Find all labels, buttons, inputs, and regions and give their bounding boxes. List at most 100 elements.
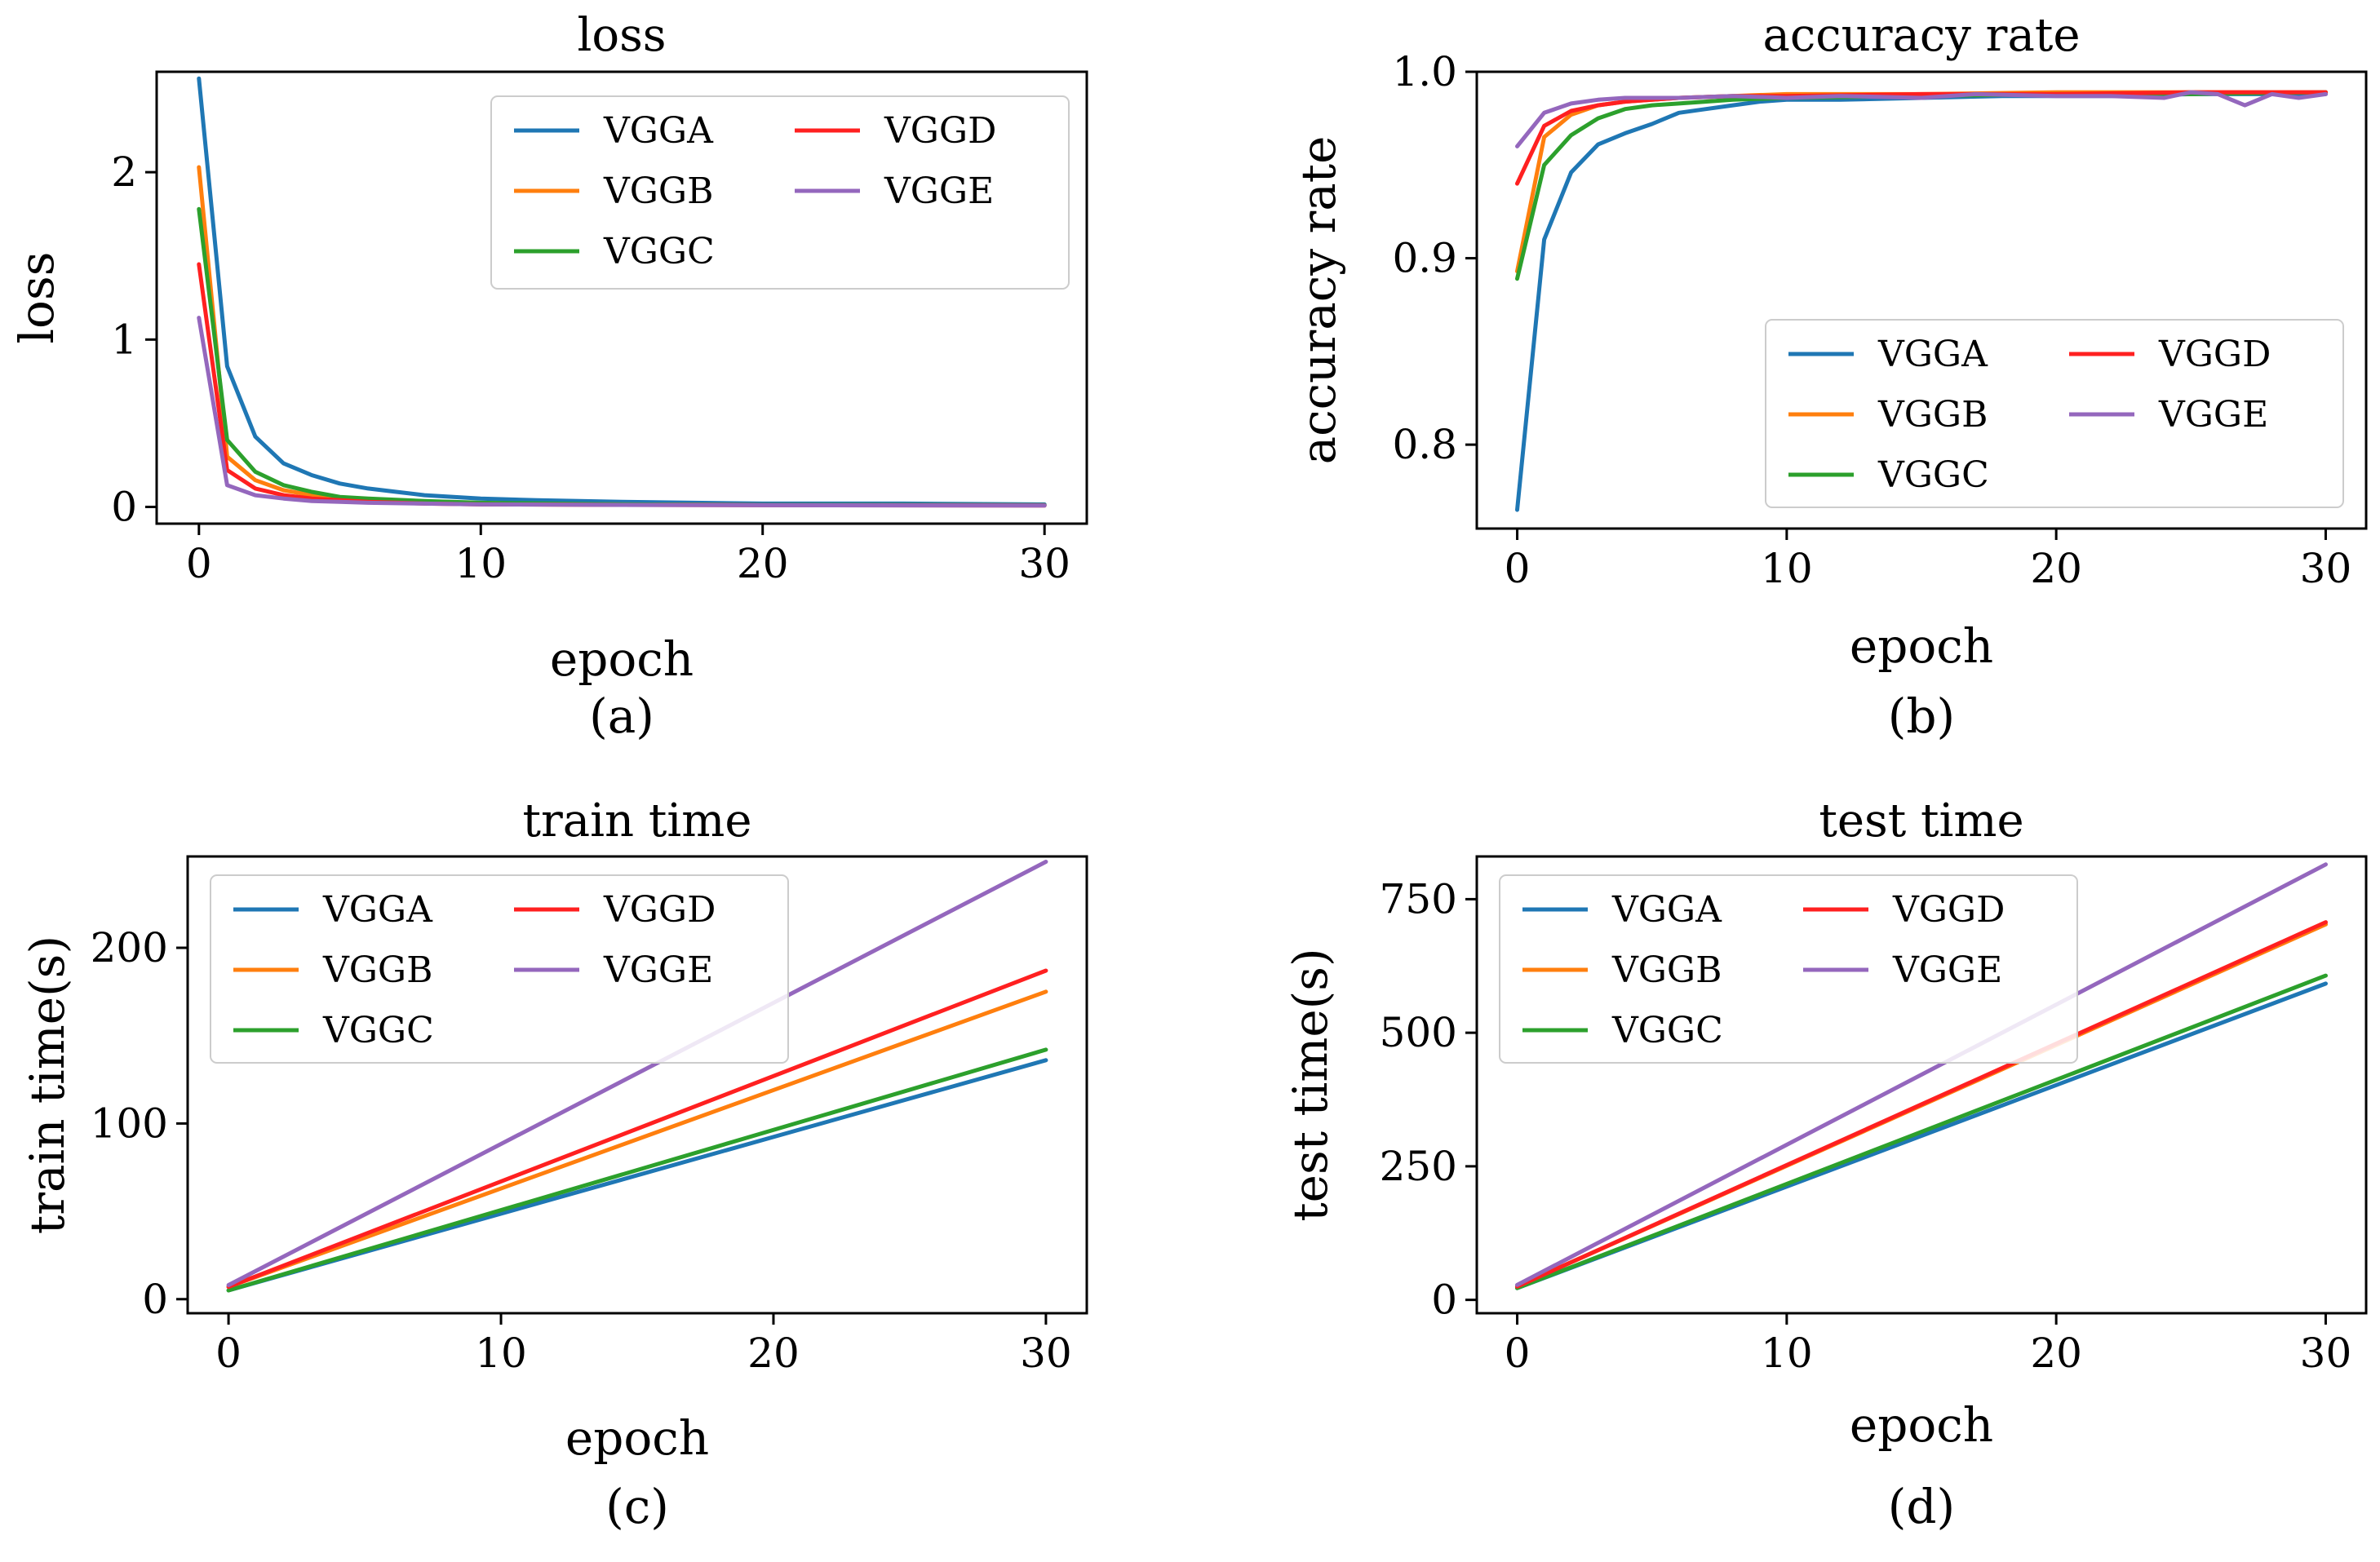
chart-svg-c: train time 0 10 20 30 0 100 200 epoch train time(…: [20, 794, 1088, 1534]
legend-label: VGGD: [603, 889, 716, 931]
legend-box: [490, 95, 1070, 290]
x-tick-label: 20: [747, 1330, 800, 1377]
panel-caption: (b): [1888, 688, 1955, 744]
x-tick-label: 30: [2300, 545, 2352, 592]
legend-label: VGGA: [1611, 889, 1722, 931]
x-tick-label: 0: [186, 540, 212, 587]
series-lines: [226, 860, 1048, 1293]
series-line-vggd: [197, 262, 1047, 508]
plot-frame: [186, 855, 1088, 1315]
series-line-vgge: [1515, 90, 2328, 148]
y-tick-label: 200: [91, 924, 168, 971]
y-tick-label: 0: [1431, 1277, 1457, 1324]
legend: VGGA VGGB VGGC VGGD VGGE: [490, 95, 1070, 290]
legend-label: VGGB: [1877, 394, 1988, 436]
chart-title: loss: [577, 9, 666, 62]
series-lines: [197, 76, 1047, 508]
chart-title: accuracy rate: [1763, 9, 2081, 62]
y-tick-label: 250: [1380, 1143, 1457, 1190]
legend-label: VGGD: [2158, 334, 2271, 375]
x-tick-label: 30: [2300, 1330, 2352, 1377]
y-tick-label: 0.8: [1392, 421, 1457, 468]
legend-label: VGGC: [1877, 454, 1989, 496]
panel-accuracy-rate: accuracy rate 0 10 20 30 0.8 0.9 1.0 epoch accura…: [1190, 0, 2380, 779]
legend-label: VGGC: [603, 231, 715, 272]
y-tick-label: 750: [1380, 875, 1457, 923]
x-tick-label: 20: [2030, 545, 2082, 592]
x-axis-label: epoch: [550, 631, 694, 687]
legend-label: VGGA: [603, 110, 714, 152]
legend: VGGA VGGB VGGC VGGD VGGE: [210, 874, 789, 1064]
legend-label: VGGD: [884, 110, 996, 152]
x-tick-label: 10: [1761, 1330, 1813, 1377]
y-tick-label: 100: [91, 1100, 168, 1147]
legend-label: VGGA: [1877, 334, 1988, 375]
series-line-vggd: [226, 968, 1048, 1290]
y-axis-label: test time(s): [1283, 948, 1338, 1221]
x-tick-label: 30: [1020, 1330, 1072, 1377]
y-tick-label: 500: [1380, 1009, 1457, 1056]
panel-caption: (c): [605, 1479, 669, 1534]
panel-test-time: test time 0 10 20 30 0 250 500 750 epoch test time…: [1190, 779, 2380, 1558]
x-tick-label: 20: [737, 540, 789, 587]
chart-title: train time: [522, 794, 751, 847]
x-axis-label: epoch: [1850, 618, 1993, 674]
series-line-vggc: [1515, 973, 2328, 1290]
x-axis-label: epoch: [1850, 1397, 1993, 1453]
legend-label: VGGB: [1611, 949, 1722, 991]
y-tick-label: 2: [111, 148, 137, 196]
legend-label: VGGE: [884, 170, 994, 212]
legend-label: VGGE: [2158, 394, 2268, 436]
legend-label: VGGB: [322, 949, 432, 991]
series-line-vggb: [1515, 90, 2328, 274]
series-lines: [1515, 90, 2328, 512]
chart-title: test time: [1819, 794, 2023, 847]
x-tick-label: 0: [215, 1330, 242, 1377]
y-tick-label: 0: [111, 483, 137, 530]
x-tick-label: 30: [1018, 540, 1070, 587]
y-axis-label: accuracy rate: [1291, 136, 1346, 465]
series-line-vgge: [226, 860, 1048, 1287]
series-line-vggb: [226, 989, 1048, 1290]
x-tick-label: 10: [454, 540, 507, 587]
series-line-vggc: [226, 1047, 1048, 1293]
x-tick-label: 0: [1505, 1330, 1531, 1377]
panel-caption: (d): [1888, 1479, 1955, 1534]
series-line-vggc: [1515, 90, 2328, 281]
chart-svg-b: accuracy rate 0 10 20 30 0.8 0.9 1.0 epoch accura…: [1291, 9, 2368, 744]
legend-box: [210, 874, 789, 1064]
plot-frame: [1475, 855, 2368, 1315]
legend-box: [1765, 319, 2344, 508]
y-tick-label: 0: [142, 1276, 168, 1323]
legend: VGGA VGGB VGGC VGGD VGGE: [1499, 874, 2078, 1064]
legend-box: [1499, 874, 2078, 1064]
x-tick-label: 10: [1761, 545, 1813, 592]
x-tick-label: 10: [475, 1330, 527, 1377]
y-tick-label: 0.9: [1392, 235, 1457, 282]
panel-loss: loss 0 10 20 30 0 1 2 epoch loss (a) VGGA VGGB VGGC VG…: [0, 0, 1190, 779]
legend-label: VGGB: [603, 170, 713, 212]
legend-label: VGGE: [603, 949, 713, 991]
series-lines: [1515, 862, 2328, 1290]
legend-label: VGGD: [1892, 889, 2005, 931]
legend-label: VGGC: [322, 1010, 434, 1051]
y-axis-label: loss: [9, 252, 64, 344]
x-axis-label: epoch: [565, 1410, 709, 1466]
panel-train-time: train time 0 10 20 30 0 100 200 epoch train time(…: [0, 779, 1190, 1558]
series-line-vgge: [197, 316, 1047, 508]
y-axis-label: train time(s): [20, 936, 75, 1234]
legend: VGGA VGGB VGGC VGGD VGGE: [1765, 319, 2344, 508]
plot-frame: [155, 70, 1088, 525]
panel-caption: (a): [589, 688, 654, 744]
legend-label: VGGA: [322, 889, 433, 931]
series-line-vgge: [1515, 862, 2328, 1287]
legend-label: VGGC: [1611, 1010, 1723, 1051]
x-tick-label: 20: [2030, 1330, 2082, 1377]
chart-svg-d: test time 0 10 20 30 0 250 500 750 epoch test time…: [1283, 794, 2368, 1534]
y-tick-label: 1.0: [1392, 48, 1457, 95]
y-tick-label: 1: [111, 316, 137, 363]
legend-label: VGGE: [1892, 949, 2002, 991]
x-tick-label: 0: [1505, 545, 1531, 592]
